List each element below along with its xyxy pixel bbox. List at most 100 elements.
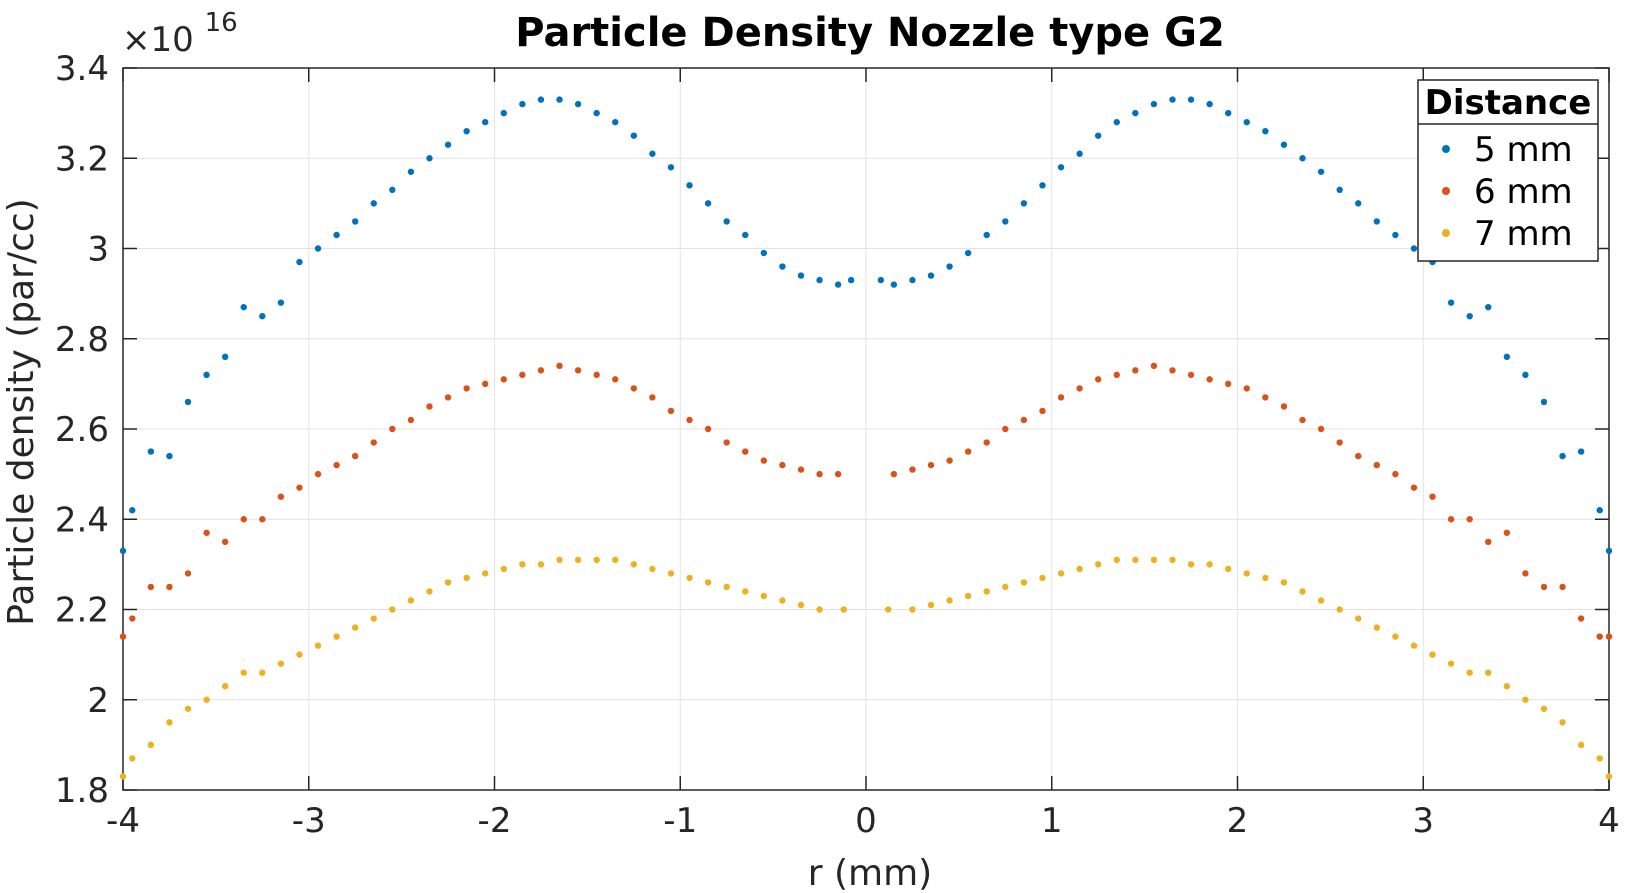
- data-point: [1057, 394, 1065, 401]
- data-point: [1540, 705, 1548, 712]
- data-point: [840, 606, 847, 613]
- data-point: [1373, 218, 1381, 225]
- data-point: [1299, 416, 1306, 424]
- data-point: [370, 439, 377, 446]
- legend-items: 5 mm6 mm7 mm: [1442, 130, 1573, 254]
- data-point: [426, 155, 433, 162]
- data-point: [612, 118, 619, 126]
- data-point: [1094, 376, 1102, 383]
- data-point: [1243, 118, 1250, 126]
- data-point: [314, 470, 322, 478]
- data-point: [1280, 403, 1288, 410]
- data-point: [630, 132, 638, 139]
- data-point: [909, 466, 916, 473]
- data-point: [983, 588, 990, 595]
- data-point: [1002, 583, 1009, 591]
- data-point: [1187, 371, 1195, 379]
- data-point: [964, 592, 972, 600]
- data-point: [1466, 516, 1473, 523]
- data-point: [407, 168, 415, 175]
- data-point: [964, 448, 972, 455]
- data-point: [723, 439, 730, 446]
- series-5-mm: [119, 96, 1613, 555]
- data-point: [1076, 385, 1083, 392]
- data-point: [946, 457, 953, 464]
- data-point: [1280, 579, 1288, 586]
- x-tick-label-0: -4: [106, 801, 140, 841]
- data-point: [1577, 448, 1585, 455]
- data-point: [964, 249, 972, 257]
- data-point: [240, 669, 247, 676]
- data-point: [1299, 155, 1306, 162]
- data-point: [686, 574, 693, 582]
- data-point: [1577, 741, 1585, 749]
- data-point: [277, 493, 285, 500]
- data-point: [556, 362, 563, 370]
- data-point: [1243, 385, 1250, 392]
- legend-box: [1417, 79, 1599, 262]
- data-point: [1503, 683, 1511, 690]
- y-tick-label-4: 2.6: [55, 410, 109, 450]
- data-point: [704, 425, 712, 433]
- data-point: [1373, 461, 1381, 469]
- data-point: [593, 556, 600, 564]
- data-point: [277, 660, 285, 667]
- data-point: [1206, 376, 1213, 383]
- y-tick-label-1: 2: [87, 681, 109, 721]
- data-point: [1020, 200, 1028, 207]
- data-point: [556, 96, 563, 103]
- data-point: [909, 276, 916, 284]
- data-point: [1429, 651, 1436, 658]
- data-point: [1113, 371, 1120, 379]
- x-axis-label: r (mm): [808, 853, 932, 893]
- data-point: [1002, 425, 1009, 433]
- data-point: [1094, 561, 1102, 568]
- data-point: [890, 470, 898, 478]
- data-point: [221, 683, 229, 690]
- data-point: [333, 231, 340, 239]
- data-point: [1559, 452, 1566, 460]
- data-point: [1466, 312, 1473, 320]
- data-point: [370, 200, 377, 207]
- data-point: [1299, 588, 1306, 595]
- data-point: [1336, 186, 1343, 194]
- data-point: [649, 150, 656, 157]
- data-point: [500, 109, 507, 117]
- series-7-mm: [119, 556, 1613, 780]
- x-tick-label-7: 3: [1412, 801, 1434, 841]
- data-point: [847, 276, 855, 284]
- data-point: [147, 583, 155, 591]
- x-tick-label-8: 4: [1598, 801, 1620, 841]
- legend-label-2: 7 mm: [1474, 214, 1573, 254]
- data-point: [742, 588, 749, 595]
- data-point: [1132, 556, 1139, 564]
- data-point: [463, 574, 470, 582]
- legend: Distance 5 mm6 mm7 mm: [1417, 79, 1599, 262]
- y-exponent-power: 16: [205, 8, 238, 38]
- data-point: [296, 258, 303, 266]
- data-point: [1373, 624, 1381, 631]
- data-point: [129, 755, 136, 762]
- data-point: [1317, 425, 1325, 433]
- data-point: [983, 231, 990, 239]
- data-point: [119, 633, 127, 640]
- data-point: [500, 565, 507, 573]
- data-point: [166, 583, 173, 591]
- data-point: [444, 394, 452, 401]
- data-point: [1485, 538, 1492, 546]
- data-point: [1020, 416, 1028, 424]
- legend-label-1: 6 mm: [1474, 172, 1573, 212]
- data-point: [946, 263, 953, 270]
- y-tick-label-6: 3: [87, 230, 109, 270]
- data-point: [885, 606, 892, 613]
- data-point: [444, 141, 452, 148]
- data-point: [119, 773, 127, 780]
- data-point: [1559, 719, 1566, 726]
- data-point: [760, 249, 768, 257]
- data-point: [166, 719, 173, 726]
- data-point: [1522, 371, 1529, 379]
- data-point: [723, 218, 730, 225]
- data-point: [667, 570, 675, 577]
- data-point: [877, 276, 885, 284]
- data-point: [1076, 150, 1083, 157]
